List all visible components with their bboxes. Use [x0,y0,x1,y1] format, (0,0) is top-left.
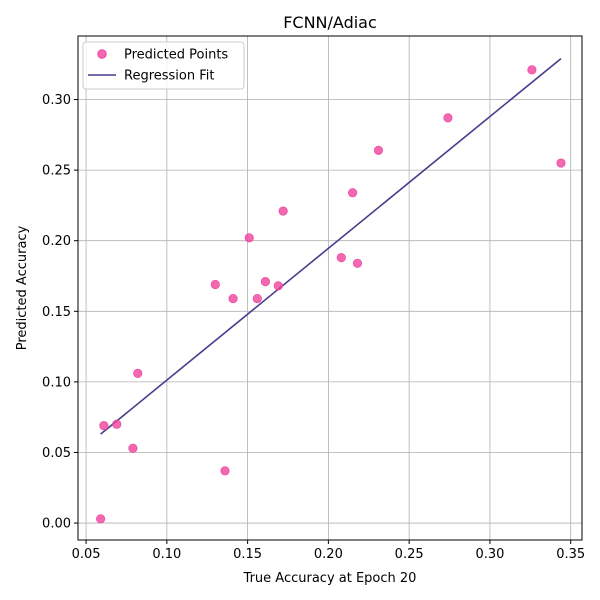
scatter-point [527,65,537,75]
scatter-point [133,368,143,379]
x-tick-label: 0.20 [314,547,343,562]
y-tick-label: 0.00 [42,517,71,532]
legend-marker-predicted-points [97,49,107,59]
scatter-point [336,253,346,263]
legend-box [82,41,245,90]
scatter-point [260,277,270,287]
x-axis-label: True Accuracy at Epoch 20 [243,571,417,586]
scatter-point [352,258,363,268]
grid [78,36,582,540]
y-tick-label: 0.15 [42,305,71,320]
scatter-point [443,113,453,123]
y-axis-ticks: 0.00 0.05 0.10 0.15 0.20 0.25 0.30 [42,93,78,532]
y-tick-label: 0.30 [42,93,71,108]
scatter-point [228,293,238,304]
x-tick-label: 0.10 [152,547,181,562]
scatter-point [128,443,138,453]
plot-frame [77,35,583,541]
y-axis-label: Predicted Accuracy [15,225,30,350]
legend-label-predicted-points: Predicted Points [124,48,228,63]
legend-label-regression-fit: Regression Fit [124,69,214,84]
y-tick-label: 0.20 [42,234,71,249]
chart-title: FCNN/Adiac [283,13,377,32]
legend: Predicted Points Regression Fit [82,41,245,90]
scatter-point [96,514,106,524]
regression-fit-line [100,57,562,435]
scatter-point [278,206,288,216]
scatter-point [556,158,566,168]
x-tick-label: 0.05 [72,547,101,562]
scatter-point [252,293,262,304]
scatter-point [273,281,283,291]
scatter-point [348,188,358,198]
x-tick-label: 0.25 [395,547,424,562]
scatter-point [99,421,109,431]
scatter-point [210,279,220,290]
x-axis-ticks: 0.05 0.10 0.15 0.20 0.25 0.30 0.35 [72,540,585,562]
x-tick-label: 0.15 [233,547,262,562]
scatter-point [112,419,122,429]
regression-fit-layer [100,57,562,435]
scatter-point [373,145,384,155]
x-tick-label: 0.35 [556,547,585,562]
scatter-point [244,233,254,243]
scatter-points-layer [96,65,566,524]
y-tick-label: 0.10 [42,375,71,390]
y-tick-label: 0.05 [42,446,71,461]
x-tick-label: 0.30 [475,547,504,562]
scatter-point [220,466,230,476]
y-tick-label: 0.25 [42,164,71,179]
